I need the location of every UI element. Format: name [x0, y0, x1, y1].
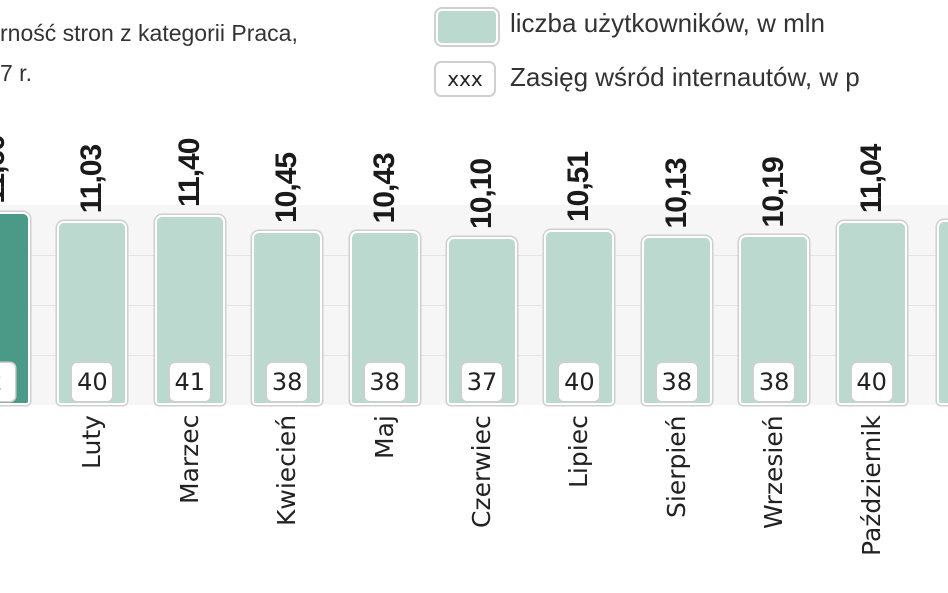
- bar: [447, 236, 517, 405]
- legend-reach-label: Zasięg wśród internautów, w p: [510, 62, 860, 92]
- category-label: Sierpień: [661, 415, 691, 518]
- bar-value-label: 11,60: [0, 135, 11, 204]
- bar-value-label: 11,40: [172, 138, 206, 207]
- legend-reach-sample: xxx: [436, 63, 494, 95]
- reach-value-label: 40: [559, 363, 600, 401]
- bar-value-label: 10,10: [465, 158, 498, 229]
- bar-value-label: 11,04: [854, 144, 888, 214]
- reach-value-label: 38: [656, 363, 697, 401]
- chart-title-line-1: rność stron z kategorii Praca,: [0, 20, 298, 46]
- reach-value-label: 41: [169, 363, 210, 401]
- reach-value-label: 40: [851, 363, 892, 401]
- chart-title-line-2: 7 r.: [0, 60, 32, 86]
- bar-value-label: 10,43: [367, 153, 401, 224]
- category-label: Czerwiec: [467, 415, 496, 528]
- bar-partial: [937, 220, 948, 405]
- category-label: Październik: [856, 415, 886, 556]
- bar-value-label: 10,51: [562, 151, 596, 223]
- bar: [154, 215, 225, 405]
- category-label: Luty: [77, 415, 107, 469]
- bar-value-label: 10,13: [659, 158, 693, 229]
- legend-users-swatch: [436, 9, 498, 45]
- category-label: Marzec: [174, 415, 204, 505]
- bar-value-label: 11,03: [75, 144, 109, 214]
- reach-value-label: 37: [462, 363, 502, 401]
- category-label: Wrzesień: [759, 415, 789, 529]
- category-label: Maj: [369, 415, 399, 459]
- reach-value-label: 38: [364, 363, 405, 401]
- bar-value-label: 10,19: [757, 157, 791, 228]
- category-label: Kwiecień: [272, 415, 302, 527]
- reach-value-label: 38: [754, 363, 795, 401]
- legend-users-label: liczba użytkowników, w mln: [510, 8, 825, 38]
- reach-value-label: 38: [267, 363, 308, 401]
- reach-value-label: 2: [0, 363, 15, 401]
- category-label: Lipiec: [564, 415, 594, 488]
- bar-value-label: 10,45: [270, 152, 304, 224]
- reach-value-label: 40: [72, 363, 113, 401]
